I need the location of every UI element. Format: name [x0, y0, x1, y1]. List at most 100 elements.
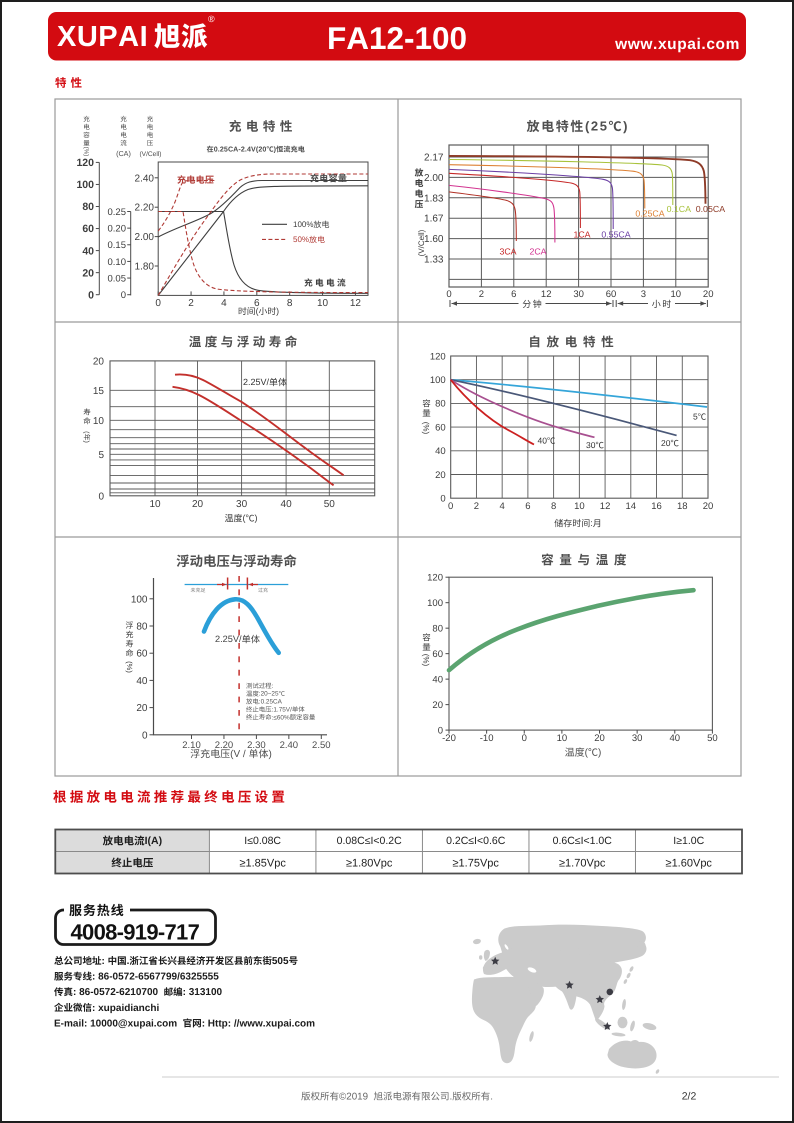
svg-text:12: 12 — [350, 298, 362, 309]
svg-text:20: 20 — [661, 438, 671, 448]
svg-text:3CA: 3CA — [499, 247, 516, 257]
svg-text:5: 5 — [693, 411, 698, 421]
svg-text:60: 60 — [606, 289, 617, 300]
svg-text:10: 10 — [671, 289, 682, 300]
svg-text:40: 40 — [82, 245, 94, 257]
svg-text:30: 30 — [236, 499, 248, 510]
svg-text:120: 120 — [76, 157, 94, 169]
svg-text:(%): (%) — [422, 654, 431, 667]
svg-text:©2019: ©2019 — [339, 1091, 368, 1102]
svg-text:2.40: 2.40 — [280, 740, 299, 751]
svg-text:20: 20 — [703, 289, 714, 300]
svg-text:20: 20 — [594, 733, 605, 744]
svg-text:-20: -20 — [442, 733, 456, 744]
svg-text:1.60: 1.60 — [424, 234, 444, 245]
svg-text:80: 80 — [136, 622, 148, 633]
svg-text:0: 0 — [438, 725, 443, 736]
svg-text:I≤0.08C: I≤0.08C — [244, 835, 281, 847]
svg-text:3: 3 — [641, 289, 646, 300]
svg-text:0.15: 0.15 — [108, 240, 127, 251]
svg-text::≤60%: :≤60% — [272, 714, 290, 721]
svg-text:30: 30 — [573, 289, 584, 300]
svg-text:0.05CA: 0.05CA — [696, 204, 725, 214]
svg-text:(%): (%) — [82, 147, 89, 157]
svg-text:0.55CA: 0.55CA — [601, 230, 630, 240]
svg-text:10: 10 — [557, 733, 568, 744]
svg-text:.: . — [127, 956, 130, 967]
svg-text:60: 60 — [432, 649, 443, 660]
svg-text:40: 40 — [432, 674, 443, 685]
svg-text:): ) — [274, 145, 277, 153]
svg-text:6: 6 — [525, 501, 530, 512]
svg-text:0.05: 0.05 — [108, 273, 127, 284]
svg-text:0.25CA: 0.25CA — [635, 209, 664, 219]
svg-text:0.2C≤I<0.6C: 0.2C≤I<0.6C — [446, 835, 506, 847]
svg-text:100%: 100% — [293, 220, 313, 229]
svg-text:2.10: 2.10 — [182, 740, 201, 751]
svg-text::: : — [102, 956, 105, 967]
svg-text:40: 40 — [538, 435, 548, 445]
svg-text:FA12-100: FA12-100 — [327, 20, 467, 56]
svg-text:2.00: 2.00 — [135, 232, 155, 243]
svg-text:I≥1.0C: I≥1.0C — [673, 835, 704, 847]
svg-text:80: 80 — [435, 399, 446, 410]
svg-text:E-mail: 10000@xupai.com: E-mail: 10000@xupai.com — [54, 1018, 177, 1029]
svg-text:(CA): (CA) — [116, 149, 131, 158]
svg-text:≥1.85Vpc: ≥1.85Vpc — [239, 857, 286, 869]
svg-text:0.25CA-2.4V(20: 0.25CA-2.4V(20 — [214, 145, 267, 153]
svg-text:10: 10 — [93, 416, 105, 427]
svg-text:4: 4 — [221, 298, 227, 309]
svg-text:2: 2 — [188, 298, 194, 309]
svg-text:(%): (%) — [422, 422, 431, 435]
svg-text:1.67: 1.67 — [424, 214, 444, 225]
svg-text:120: 120 — [430, 351, 446, 362]
svg-text:60: 60 — [435, 422, 446, 433]
svg-text:2/2: 2/2 — [682, 1091, 697, 1103]
svg-text:40: 40 — [281, 499, 293, 510]
svg-text:0: 0 — [121, 290, 126, 301]
svg-text:120: 120 — [427, 573, 443, 584]
svg-text:2: 2 — [479, 289, 484, 300]
svg-text:2.40: 2.40 — [135, 173, 155, 184]
svg-text:1CA: 1CA — [573, 230, 590, 240]
svg-text:): ) — [255, 513, 258, 523]
svg-text:≥1.80Vpc: ≥1.80Vpc — [346, 857, 393, 869]
svg-text:20: 20 — [82, 267, 94, 279]
svg-text:8: 8 — [287, 298, 293, 309]
svg-text:5: 5 — [98, 450, 104, 461]
svg-text:2.50: 2.50 — [312, 740, 331, 751]
svg-text:: 86-0572-6567799/6325555: : 86-0572-6567799/6325555 — [92, 972, 219, 983]
svg-text:): ) — [83, 441, 91, 443]
svg-text:0: 0 — [142, 730, 148, 741]
svg-text:www.xupai.com: www.xupai.com — [614, 36, 740, 53]
svg-text:2CA: 2CA — [529, 247, 546, 257]
svg-text:.: . — [450, 1091, 453, 1102]
svg-text:100: 100 — [76, 179, 94, 191]
svg-text:: 86-0572-6210700: : 86-0572-6210700 — [73, 987, 159, 998]
svg-text:14: 14 — [626, 501, 637, 512]
svg-text:0: 0 — [98, 491, 104, 502]
svg-text::1.75V/: :1.75V/ — [272, 706, 292, 713]
svg-text:100: 100 — [131, 594, 148, 605]
svg-text:0: 0 — [440, 494, 445, 505]
svg-text:2.20: 2.20 — [135, 203, 155, 214]
svg-text:4: 4 — [500, 501, 505, 512]
svg-text:2.00: 2.00 — [424, 173, 444, 184]
svg-text:0.10: 0.10 — [108, 257, 127, 268]
svg-text:20: 20 — [93, 356, 105, 367]
svg-text::: : — [272, 683, 274, 690]
svg-text:(: ( — [243, 513, 246, 523]
svg-text:0.25: 0.25 — [108, 207, 127, 218]
svg-text:4008-919-717: 4008-919-717 — [71, 920, 200, 945]
svg-text:0.6C≤I<1.0C: 0.6C≤I<1.0C — [553, 835, 613, 847]
svg-text:(: ( — [585, 748, 589, 759]
svg-text:40: 40 — [435, 446, 446, 457]
svg-text:15: 15 — [93, 386, 105, 397]
svg-text:20: 20 — [703, 501, 714, 512]
svg-text:2: 2 — [474, 501, 479, 512]
svg-text:1.80: 1.80 — [135, 262, 155, 273]
svg-text:: xupaidianchi: : xupaidianchi — [92, 1003, 159, 1014]
svg-text:-10: -10 — [480, 733, 494, 744]
svg-text:40: 40 — [669, 733, 680, 744]
svg-text:0.08C≤I<0.2C: 0.08C≤I<0.2C — [337, 835, 402, 847]
